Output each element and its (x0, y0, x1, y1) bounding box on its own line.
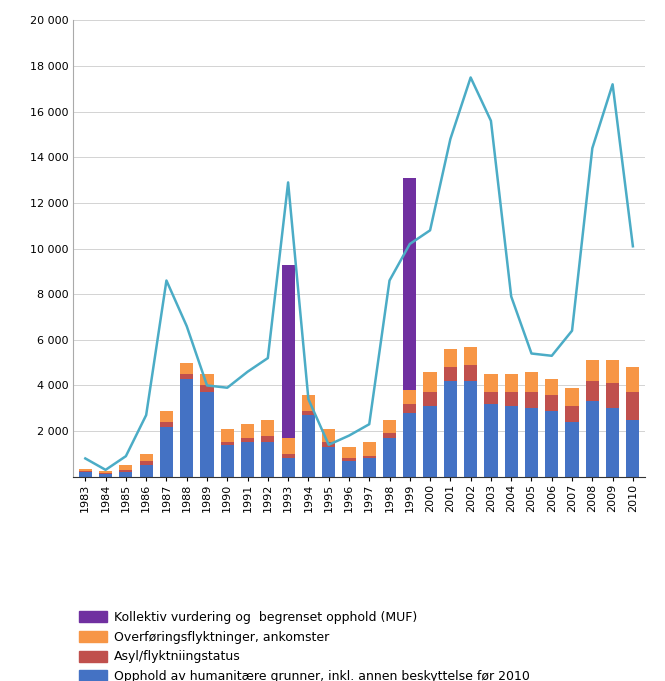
Bar (525, 372, 538, 392)
Bar (180, 379, 194, 477)
Bar (322, 447, 335, 477)
Bar (586, 381, 599, 401)
Bar (261, 436, 275, 443)
Legend: Kollektiv vurdering og  begrenset opphold (MUF), Overføringsflyktninger, ankomst: Kollektiv vurdering og begrenset opphold… (79, 611, 530, 681)
Bar (362, 458, 376, 477)
Bar (403, 404, 416, 413)
Bar (342, 461, 356, 477)
Bar (464, 365, 477, 381)
Bar (484, 404, 497, 477)
Bar (302, 415, 315, 477)
Bar (606, 383, 619, 409)
Bar (626, 419, 640, 477)
Bar (119, 472, 132, 477)
Bar (525, 392, 538, 409)
Bar (200, 374, 213, 385)
Bar (484, 392, 497, 404)
Bar (261, 419, 275, 436)
Bar (362, 443, 376, 456)
Bar (200, 385, 213, 392)
Bar (545, 411, 559, 477)
Bar (241, 424, 254, 438)
Bar (221, 443, 234, 445)
Bar (403, 178, 416, 390)
Bar (140, 465, 153, 477)
Bar (119, 465, 132, 470)
Bar (383, 438, 396, 477)
Bar (505, 392, 518, 406)
Bar (565, 422, 579, 477)
Bar (565, 406, 579, 422)
Bar (424, 406, 437, 477)
Bar (626, 392, 640, 419)
Bar (525, 409, 538, 477)
Bar (626, 367, 640, 392)
Bar (383, 433, 396, 438)
Bar (322, 443, 335, 447)
Bar (424, 392, 437, 406)
Bar (140, 454, 153, 461)
Bar (160, 422, 173, 426)
Bar (78, 469, 92, 471)
Bar (78, 471, 92, 472)
Bar (281, 264, 295, 438)
Bar (302, 394, 315, 411)
Bar (362, 456, 376, 458)
Bar (444, 349, 457, 367)
Bar (261, 443, 275, 477)
Bar (221, 445, 234, 477)
Bar (78, 472, 92, 477)
Bar (606, 409, 619, 477)
Bar (281, 458, 295, 477)
Bar (119, 470, 132, 472)
Bar (505, 374, 518, 392)
Bar (200, 392, 213, 477)
Bar (99, 475, 112, 477)
Bar (342, 447, 356, 458)
Bar (140, 461, 153, 465)
Bar (484, 374, 497, 392)
Bar (342, 458, 356, 461)
Bar (565, 387, 579, 406)
Bar (606, 360, 619, 383)
Bar (322, 429, 335, 443)
Bar (160, 411, 173, 422)
Bar (221, 429, 234, 443)
Bar (383, 419, 396, 433)
Bar (586, 401, 599, 477)
Bar (281, 454, 295, 458)
Bar (586, 360, 599, 381)
Bar (403, 390, 416, 404)
Bar (281, 438, 295, 454)
Bar (464, 381, 477, 477)
Bar (403, 413, 416, 477)
Bar (160, 426, 173, 477)
Bar (444, 381, 457, 477)
Bar (464, 347, 477, 365)
Bar (99, 473, 112, 475)
Bar (545, 394, 559, 411)
Bar (545, 379, 559, 394)
Bar (180, 374, 194, 379)
Bar (241, 438, 254, 443)
Bar (99, 471, 112, 473)
Bar (241, 443, 254, 477)
Bar (180, 363, 194, 374)
Bar (302, 411, 315, 415)
Bar (444, 367, 457, 381)
Bar (505, 406, 518, 477)
Bar (424, 372, 437, 392)
